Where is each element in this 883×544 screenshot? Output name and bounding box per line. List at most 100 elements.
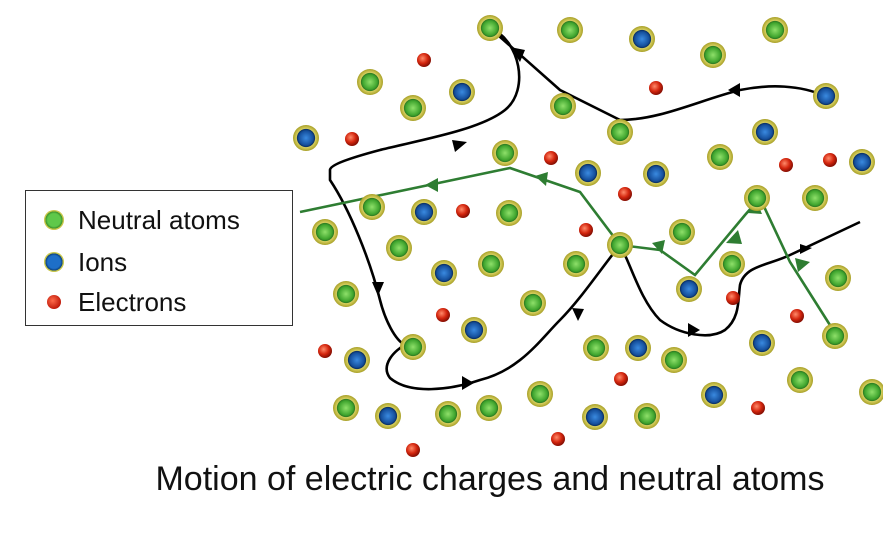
- neutral-atom: [357, 69, 383, 95]
- black-arrow: [452, 140, 467, 152]
- neutral-atom: [607, 232, 633, 258]
- electron: [823, 153, 837, 167]
- ion: [411, 199, 437, 225]
- neutral-atom: [661, 347, 687, 373]
- electron: [417, 53, 431, 67]
- neutral-atom: [333, 281, 359, 307]
- neutral-atom: [400, 334, 426, 360]
- electron: [618, 187, 632, 201]
- green-arrow: [726, 230, 742, 244]
- legend-row-ions: Ions: [44, 247, 127, 277]
- ion: [752, 119, 778, 145]
- electron: [779, 158, 793, 172]
- black-arrow: [462, 376, 474, 390]
- ion: [849, 149, 875, 175]
- legend-row-neutral: Neutral atoms: [44, 205, 240, 235]
- ion-swatch: [44, 252, 64, 272]
- black-arrow: [572, 308, 584, 321]
- ion: [676, 276, 702, 302]
- neutral-atom: [744, 185, 770, 211]
- green-arrow: [535, 172, 548, 186]
- neutral-atom: [707, 144, 733, 170]
- electron: [544, 151, 558, 165]
- neutral-atoms: [312, 15, 883, 429]
- legend-label-ions: Ions: [78, 246, 128, 277]
- electron: [649, 81, 663, 95]
- legend-label-neutral: Neutral atoms: [78, 204, 240, 235]
- neutral-atom: [762, 17, 788, 43]
- electrons: [318, 53, 837, 457]
- electron: [614, 372, 628, 386]
- neutral-atom: [477, 15, 503, 41]
- neutral-atom: [669, 219, 695, 245]
- ion: [625, 335, 651, 361]
- legend-label-electrons: Electrons: [78, 286, 187, 317]
- electron: [345, 132, 359, 146]
- ion: [749, 330, 775, 356]
- legend: Neutral atoms Ions Electrons: [25, 190, 293, 326]
- electron: [436, 308, 450, 322]
- black-arrow: [728, 83, 740, 97]
- electron: [790, 309, 804, 323]
- black-arrow: [510, 47, 525, 62]
- ion: [813, 83, 839, 109]
- black-arrow: [800, 244, 812, 254]
- neutral-atom: [787, 367, 813, 393]
- electron: [579, 223, 593, 237]
- neutral-atom: [822, 323, 848, 349]
- neutral-atom: [312, 219, 338, 245]
- neutral-atom: [400, 95, 426, 121]
- neutral-atom: [700, 42, 726, 68]
- ion: [582, 404, 608, 430]
- neutral-atom: [496, 200, 522, 226]
- black-arrow: [688, 323, 700, 337]
- electron-swatch: [47, 295, 61, 309]
- electron: [751, 401, 765, 415]
- neutral-atom-swatch: [44, 210, 64, 230]
- ion: [431, 260, 457, 286]
- ions: [293, 26, 875, 430]
- neutral-atom: [583, 335, 609, 361]
- electron: [551, 432, 565, 446]
- neutral-atom: [825, 265, 851, 291]
- neutral-atom: [607, 119, 633, 145]
- neutral-atom: [478, 251, 504, 277]
- neutral-atom: [386, 235, 412, 261]
- legend-row-electrons: Electrons: [44, 287, 186, 317]
- neutral-atom: [563, 251, 589, 277]
- electron: [726, 291, 740, 305]
- neutral-atom: [634, 403, 660, 429]
- green-arrow: [795, 258, 810, 272]
- neutral-atom: [859, 379, 883, 405]
- electron: [406, 443, 420, 457]
- black-trajectory: [328, 26, 861, 391]
- ion: [629, 26, 655, 52]
- ion: [449, 79, 475, 105]
- ion: [461, 317, 487, 343]
- green-arrow: [425, 178, 438, 192]
- neutral-atom: [557, 17, 583, 43]
- ion: [375, 403, 401, 429]
- neutral-atom: [476, 395, 502, 421]
- neutral-atom: [520, 290, 546, 316]
- black-arrow: [372, 282, 384, 296]
- ion: [643, 161, 669, 187]
- ion: [293, 125, 319, 151]
- neutral-atom: [435, 401, 461, 427]
- neutral-atom: [719, 251, 745, 277]
- green-arrow: [652, 240, 665, 254]
- neutral-atom: [802, 185, 828, 211]
- neutral-atom: [527, 381, 553, 407]
- electron: [456, 204, 470, 218]
- neutral-atom: [359, 194, 385, 220]
- neutral-atom: [492, 140, 518, 166]
- electron: [318, 344, 332, 358]
- neutral-atom: [550, 93, 576, 119]
- ion: [575, 160, 601, 186]
- neutral-atom: [333, 395, 359, 421]
- ion: [701, 382, 727, 408]
- ion: [344, 347, 370, 373]
- black-trajectory-upper: [489, 27, 826, 122]
- caption: Motion of electric charges and neutral a…: [155, 460, 825, 498]
